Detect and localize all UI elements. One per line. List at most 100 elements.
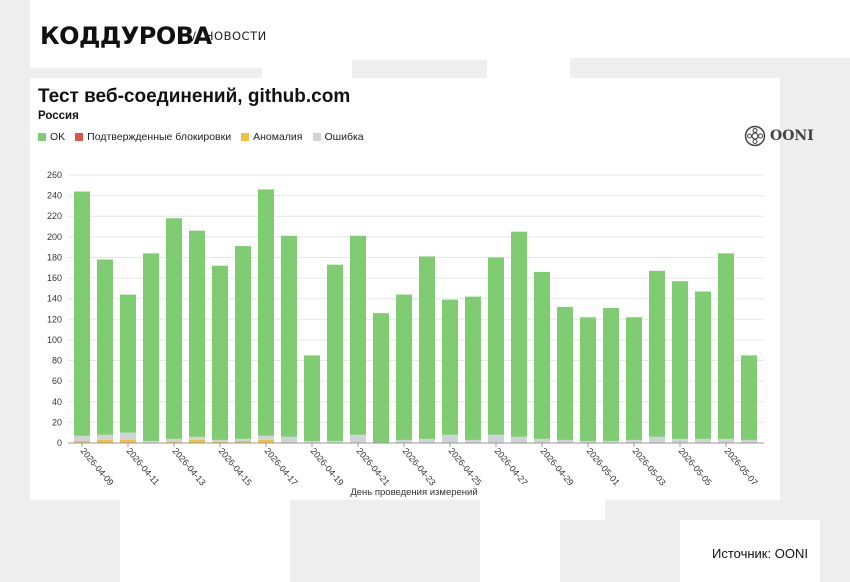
bar-segment[interactable] bbox=[327, 440, 343, 443]
bar-segment[interactable] bbox=[557, 306, 573, 440]
bar-segment[interactable] bbox=[120, 294, 136, 433]
bar-segment[interactable] bbox=[97, 434, 113, 440]
x-tick-label: 2026-05-05 bbox=[676, 446, 713, 488]
x-tick-label: 2026-04-19 bbox=[308, 446, 345, 488]
x-tick-label: 2026-05-07 bbox=[722, 446, 759, 488]
bar-segment[interactable] bbox=[212, 265, 228, 440]
y-tick-label: 80 bbox=[52, 356, 62, 366]
bar-segment[interactable] bbox=[396, 294, 412, 440]
bar-segment[interactable] bbox=[143, 253, 159, 441]
bar-segment[interactable] bbox=[741, 439, 757, 443]
bar-segment[interactable] bbox=[672, 281, 688, 439]
chart-subtitle: Россия bbox=[38, 110, 79, 122]
bar-segment[interactable] bbox=[120, 432, 136, 440]
bar-segment[interactable] bbox=[327, 264, 343, 441]
legend-swatch bbox=[75, 133, 84, 141]
bar-segment[interactable] bbox=[235, 246, 251, 439]
bar-segment[interactable] bbox=[235, 438, 251, 441]
x-tick-label: 2026-04-23 bbox=[400, 446, 437, 488]
bar-segment[interactable] bbox=[235, 440, 251, 443]
bar-segment[interactable] bbox=[419, 438, 435, 443]
bar-segment[interactable] bbox=[258, 439, 274, 443]
y-tick-label: 60 bbox=[52, 376, 62, 386]
legend-label: Подтвержденные блокировки bbox=[87, 131, 232, 143]
background-block bbox=[0, 68, 262, 78]
x-tick-label: 2026-05-03 bbox=[630, 446, 667, 488]
x-tick-label: 2026-04-25 bbox=[446, 446, 483, 488]
x-tick-label: 2026-04-15 bbox=[216, 446, 253, 488]
bar-segment[interactable] bbox=[488, 257, 504, 435]
bar-segment[interactable] bbox=[350, 434, 366, 443]
bar-segment[interactable] bbox=[143, 440, 159, 443]
bar-segment[interactable] bbox=[189, 436, 205, 440]
bar-segment[interactable] bbox=[281, 436, 297, 443]
bar-segment[interactable] bbox=[718, 253, 734, 439]
legend-item-ok[interactable]: OK bbox=[38, 131, 65, 143]
bar-segment[interactable] bbox=[258, 435, 274, 440]
bar-segment[interactable] bbox=[626, 317, 642, 440]
source-credit: Источник: OONI bbox=[712, 546, 808, 561]
bar-segment[interactable] bbox=[511, 436, 527, 443]
bar-segment[interactable] bbox=[212, 441, 228, 443]
bar-segment[interactable] bbox=[304, 440, 320, 443]
bar-segment[interactable] bbox=[166, 441, 182, 443]
bar-segment[interactable] bbox=[488, 434, 504, 443]
bar-segment[interactable] bbox=[304, 355, 320, 441]
bar-segment[interactable] bbox=[695, 291, 711, 439]
bar-segment[interactable] bbox=[442, 299, 458, 435]
bar-segment[interactable] bbox=[74, 440, 90, 443]
bar-segment[interactable] bbox=[672, 438, 688, 443]
x-tick-label: 2026-04-29 bbox=[538, 446, 575, 488]
bar-segment[interactable] bbox=[189, 230, 205, 437]
legend-label: Ошибка bbox=[324, 131, 364, 143]
bar-segment[interactable] bbox=[74, 191, 90, 436]
section-label[interactable]: // НОВОСТИ bbox=[192, 29, 267, 43]
bar-segment[interactable] bbox=[465, 439, 481, 443]
bar-segment[interactable] bbox=[695, 438, 711, 443]
bar-segment[interactable] bbox=[97, 439, 113, 443]
legend-item-failure[interactable]: Ошибка bbox=[312, 131, 364, 143]
bar-segment[interactable] bbox=[258, 189, 274, 436]
x-tick-label: 2026-04-09 bbox=[78, 446, 115, 488]
bar-segment[interactable] bbox=[718, 438, 734, 443]
bar-segment[interactable] bbox=[603, 440, 619, 443]
bar-segment[interactable] bbox=[350, 235, 366, 435]
bar-segment[interactable] bbox=[74, 435, 90, 441]
legend-swatch bbox=[241, 133, 250, 141]
bar-segment[interactable] bbox=[580, 317, 596, 441]
bar-segment[interactable] bbox=[626, 439, 642, 443]
bar-segment[interactable] bbox=[396, 439, 412, 443]
bar-segment[interactable] bbox=[603, 307, 619, 441]
bar-segment[interactable] bbox=[534, 438, 550, 443]
bar-segment[interactable] bbox=[741, 355, 757, 440]
x-tick-label: 2026-04-17 bbox=[262, 446, 299, 488]
bar-segment[interactable] bbox=[373, 313, 389, 443]
bar-segment[interactable] bbox=[649, 270, 665, 437]
ooni-watermark: OONI bbox=[744, 125, 814, 147]
bar-segment[interactable] bbox=[534, 271, 550, 439]
background-block bbox=[820, 520, 850, 582]
bar-segment[interactable] bbox=[120, 439, 136, 443]
bar-segment[interactable] bbox=[442, 434, 458, 443]
bar-segment[interactable] bbox=[557, 439, 573, 443]
brand-logo[interactable]: КОДДУРОВА bbox=[40, 22, 212, 50]
x-tick-label: 2026-04-21 bbox=[354, 446, 391, 488]
bar-segment[interactable] bbox=[580, 440, 596, 443]
legend-item-confirmed[interactable]: Подтвержденные блокировки bbox=[75, 131, 231, 143]
x-tick-label: 2026-04-27 bbox=[492, 446, 529, 488]
y-tick-label: 260 bbox=[47, 170, 62, 180]
bar-segment[interactable] bbox=[166, 218, 182, 439]
y-tick-label: 160 bbox=[47, 273, 62, 283]
bar-segment[interactable] bbox=[189, 439, 205, 443]
bar-segment[interactable] bbox=[97, 259, 113, 435]
bar-segment[interactable] bbox=[649, 436, 665, 443]
bar-segment[interactable] bbox=[511, 231, 527, 437]
bar-segment[interactable] bbox=[419, 256, 435, 439]
ooni-wordmark: OONI bbox=[770, 128, 814, 144]
legend-item-anomaly[interactable]: Аномалия bbox=[241, 131, 303, 143]
bar-segment[interactable] bbox=[212, 439, 228, 442]
bar-segment[interactable] bbox=[465, 296, 481, 440]
bar-segment[interactable] bbox=[281, 235, 297, 437]
bar-segment[interactable] bbox=[166, 438, 182, 442]
